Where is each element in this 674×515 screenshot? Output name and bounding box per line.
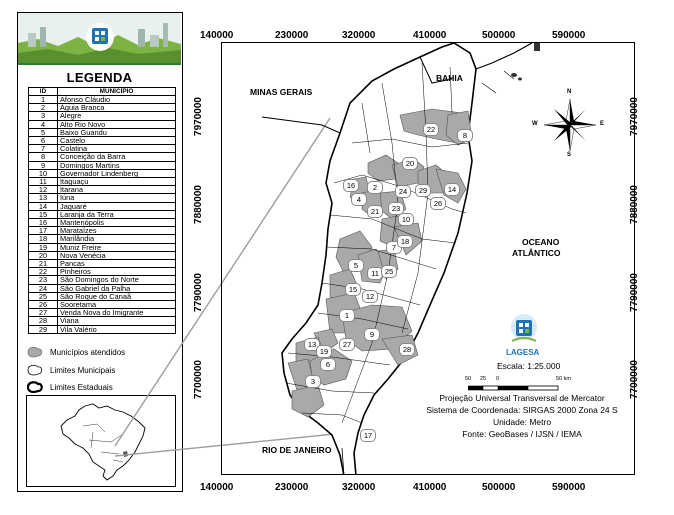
compass-n: N [567,89,572,95]
x-tick-top-6: 590000 [552,30,586,41]
map-label-21: 21 [367,205,383,218]
map-label-3: 3 [305,375,321,388]
legend-label-state-limits: Limites Estaduais [50,382,113,392]
map-label-18: 18 [397,235,413,248]
municipality-name: Domingos Martins [57,160,176,170]
x-tick-bottom-5: 500000 [482,482,516,493]
table-row: 24 São Gabriel da Palha [28,283,176,293]
header-banner-illustration [18,13,181,65]
y-tick-left-3: 7790000 [192,273,204,312]
y-tick-left-2: 7880000 [192,185,204,224]
municipality-name: Conceição da Barra [57,152,176,162]
map-label-12: 12 [362,290,378,303]
lagesa-logo-text: LAGESA [506,348,540,357]
scale-label-25: 25 [480,376,487,382]
map-label-27: 27 [339,338,355,351]
table-row: 29 Vila Valério [28,324,176,334]
unit-line: Unidade: Metro [492,417,552,427]
scale-bar [468,385,559,391]
label-bahia: BAHIA [436,73,463,83]
legend-title: LEGENDA [66,70,133,85]
municipality-name: São Domingos do Norte [57,275,176,285]
table-row: 9 Domingos Martins [28,160,176,170]
main-map: 1 2 3 4 5 6 7 8 9 10 11 12 13 14 15 16 17 18 19 20 21 22 23 24 2… [221,42,635,475]
label-ocean-line2: ATLÂNTICO [512,248,561,258]
municipality-name: Governador Lindenberg [57,168,176,179]
scale-text: Escala: 1:25.000 [497,361,561,371]
map-label-4: 4 [351,193,367,206]
label-minas-gerais: MINAS GERAIS [250,87,313,97]
served-area-symbol [27,346,43,358]
municipality-name: São Roque do Canaã [57,291,176,302]
municipal-limit-symbol [27,364,43,376]
map-label-15: 15 [345,283,361,296]
map-label-28: 28 [399,343,415,356]
legend-label-served: Municípios atendidos [50,347,126,357]
map-label-29: 29 [415,184,431,197]
map-label-6: 6 [320,358,336,371]
map-label-10: 10 [398,213,414,226]
map-label-25: 25 [381,265,397,278]
x-tick-top-1: 140000 [200,30,234,41]
y-tick-left-1: 7970000 [192,97,204,136]
x-tick-top-3: 320000 [342,30,376,41]
x-tick-top-4: 410000 [413,30,447,41]
map-label-20: 20 [402,157,418,170]
table-row: 25 São Roque do Canaã [28,291,176,302]
x-tick-bottom-4: 410000 [413,482,447,493]
map-label-5: 5 [348,259,364,272]
municipality-name: São Gabriel da Palha [57,283,176,293]
map-label-23: 23 [388,202,404,215]
x-tick-bottom-3: 320000 [342,482,376,493]
map-label-16: 16 [343,179,359,192]
map-label-19: 19 [316,345,332,358]
scale-label-50: 50 [465,376,472,382]
map-label-9: 9 [364,328,380,341]
x-tick-bottom-6: 590000 [552,482,586,493]
legend-panel: LEGENDA ID MUNICÍPIO 1 Afonso Cláudio 2 Águ… [17,12,183,492]
legend-item-served: Municípios atendidos [26,345,125,359]
map-label-2: 2 [367,181,383,194]
municipality-name: Venda Nova do Imigrante [57,308,176,318]
x-tick-top-5: 500000 [482,30,516,41]
municipality-name: Vila Valério [57,324,176,334]
map-label-26: 26 [430,197,446,210]
map-label-14: 14 [444,183,460,196]
compass-s: S [567,152,572,158]
table-row: 10 Governador Lindenberg [28,168,176,179]
legend-item-state-limits: Limites Estaduais [26,380,113,394]
source-line: Fonte: GeoBases / IJSN / IEMA [462,429,582,439]
x-tick-top-2: 230000 [275,30,309,41]
municipality-table-body: 1 Afonso Cláudio 2 Águia Branca 3 Alegre 4 Alto… [28,94,176,334]
legend-label-municipal-limits: Limites Municipais [50,365,116,375]
x-tick-bottom-2: 230000 [275,482,309,493]
scale-label-50km: 50 km [556,376,571,382]
compass-e: E [600,121,605,127]
table-row: 23 São Domingos do Norte [28,275,176,285]
scale-label-0: 0 [496,376,500,382]
projection-line: Projeção Universal Transversal de Mercat… [439,393,605,403]
y-tick-left-4: 7700000 [192,360,204,399]
x-tick-bottom-1: 140000 [200,482,234,493]
municipality-table: ID MUNICÍPIO 1 Afonso Cláudio 2 Águia Branc… [28,87,176,334]
map-label-8: 8 [457,129,473,142]
lagesa-logo-icon [511,314,537,342]
map-label-1: 1 [339,309,355,322]
coordinate-system-line: Sistema de Coordenada: SIRGAS 2000 Zona … [426,405,618,415]
map-label-24: 24 [395,185,411,198]
state-limit-symbol [26,381,43,393]
compass-rose-icon [543,98,597,152]
map-label-17: 17 [360,429,376,442]
table-row: 8 Conceição da Barra [28,152,176,162]
legend-item-municipal-limits: Limites Municipais [26,363,115,377]
compass-w: W [532,121,538,127]
label-rio-de-janeiro: RIO DE JANEIRO [262,445,332,455]
table-row: 27 Venda Nova do Imigrante [28,308,176,318]
label-ocean-line1: OCEANO [522,237,560,247]
map-label-22: 22 [423,123,439,136]
